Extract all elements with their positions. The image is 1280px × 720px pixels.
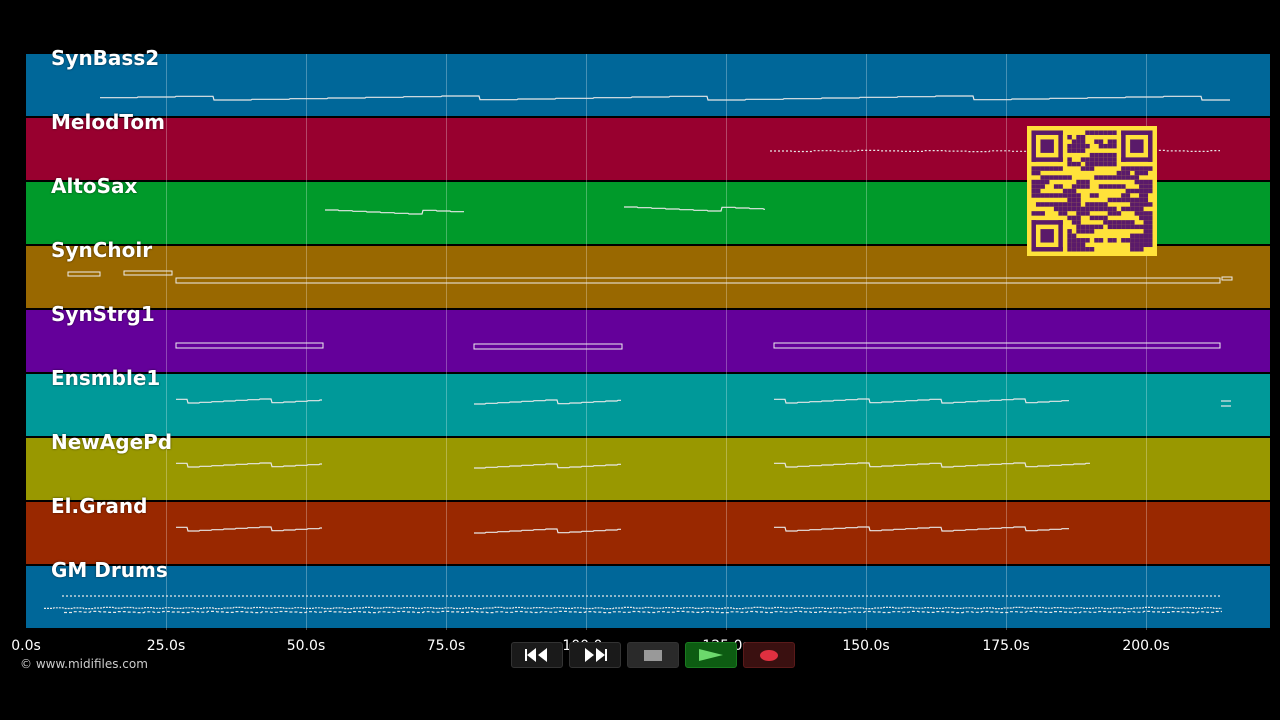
track-name: El.Grand xyxy=(51,494,148,518)
time-tick-label: 0.0s xyxy=(11,638,41,654)
record-button[interactable] xyxy=(743,642,795,668)
track-name: SynChoir xyxy=(51,238,153,262)
track-name: AltoSax xyxy=(51,174,138,198)
stop-button[interactable] xyxy=(627,642,679,668)
track-name: NewAgePd xyxy=(51,430,173,454)
time-tick-label: 75.0s xyxy=(426,638,466,654)
track-lane: NewAgePd xyxy=(26,430,1270,500)
qr-code xyxy=(1027,126,1157,256)
time-tick-label: 150.0s xyxy=(842,638,890,654)
track-name: MelodTom xyxy=(51,110,165,134)
track-name: SynStrg1 xyxy=(51,302,155,326)
rewind-button[interactable] xyxy=(511,642,563,668)
time-tick-label: 25.0s xyxy=(146,638,186,654)
stop-icon xyxy=(644,649,662,661)
credit-text: © www.midifiles.com xyxy=(20,657,148,671)
time-tick-label: 200.0s xyxy=(1122,638,1170,654)
track-lane: Ensmble1 xyxy=(26,366,1270,436)
track-name: Ensmble1 xyxy=(51,366,161,390)
fast-forward-button[interactable] xyxy=(569,642,621,668)
track-lane: El.Grand xyxy=(26,494,1270,564)
track-lanes: SynBass2 MelodTom AltoSax SynChoir SynStrg1 E… xyxy=(26,46,1270,630)
play-button[interactable] xyxy=(685,642,737,668)
track-lane: SynBass2 xyxy=(26,46,1270,116)
time-tick-label: 175.0s xyxy=(982,638,1030,654)
play-icon xyxy=(699,649,723,661)
time-tick-label: 50.0s xyxy=(286,638,326,654)
rewind-icon xyxy=(525,648,547,662)
track-lane: SynStrg1 xyxy=(26,302,1270,372)
fast-forward-icon xyxy=(585,648,607,662)
track-name: GM Drums xyxy=(51,558,168,582)
track-lane: SynChoir xyxy=(26,238,1270,308)
transport-bar xyxy=(511,642,795,670)
track-name: SynBass2 xyxy=(51,46,160,70)
track-lane: GM Drums xyxy=(26,558,1270,628)
record-icon xyxy=(760,649,778,661)
